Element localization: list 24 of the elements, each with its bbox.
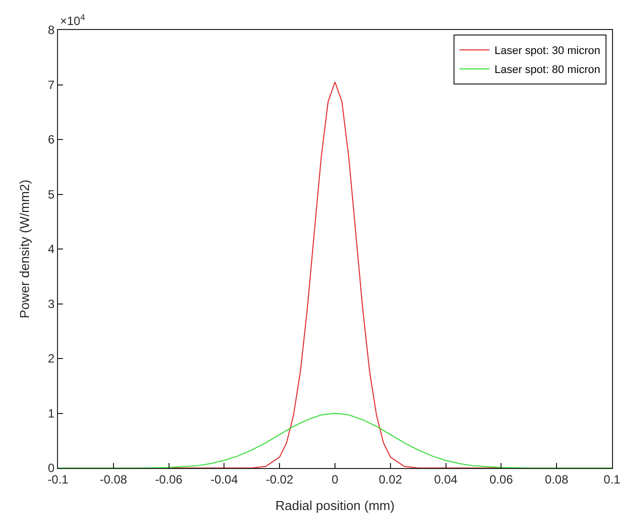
y-tick-label: 1 — [48, 406, 55, 420]
y-tick-label: 5 — [48, 187, 55, 202]
y-tick-label: 3 — [48, 296, 55, 311]
y-tick-label: 4 — [48, 242, 55, 256]
x-tick-label: -0.08 — [100, 472, 128, 486]
line-series — [58, 412, 612, 468]
x-tick-label: 0.02 — [378, 472, 402, 486]
text: ×10$^{4}$ — [60, 12, 86, 28]
y-axis-title: Power density (W/mm2) — [16, 180, 32, 318]
x-tick-label: 0 — [332, 472, 339, 486]
x-tick-label: 0.1 — [604, 472, 621, 486]
x-tick-label: 0.08 — [544, 472, 569, 486]
x-tick-label: -0.04 — [210, 472, 238, 486]
legend-label: Laser spot: 30 micron — [494, 45, 600, 58]
y-tick-label: 2 — [48, 352, 55, 366]
y-tick-label: 8 — [48, 23, 55, 38]
x-tick-label: 0.06 — [490, 472, 514, 486]
x-tick-label: 0.04 — [434, 472, 458, 486]
y-tick-label: 7 — [48, 78, 55, 92]
x-tick-label: -0.06 — [155, 472, 183, 486]
legend-label: Laser spot: 80 micron — [494, 64, 600, 76]
x-axis-title: Radial position (mm) — [275, 498, 395, 513]
y-tick-label: 6 — [48, 132, 55, 147]
x-tick-label: -0.02 — [266, 472, 294, 486]
